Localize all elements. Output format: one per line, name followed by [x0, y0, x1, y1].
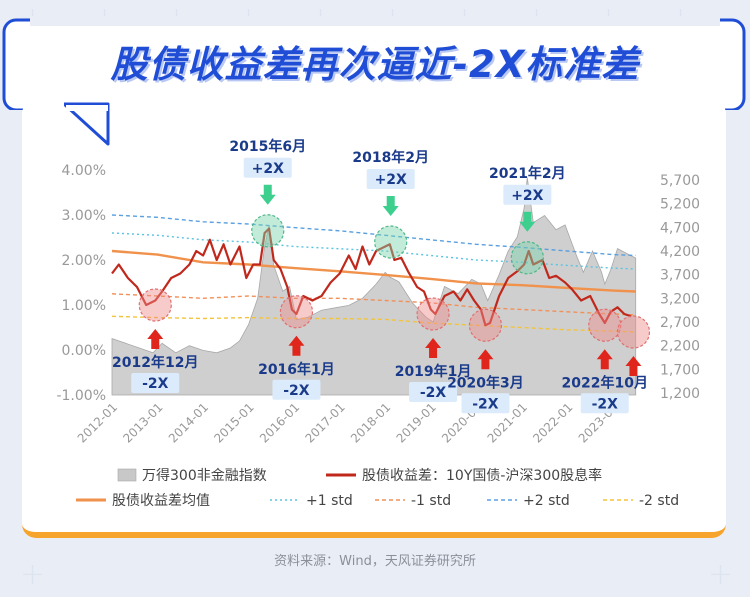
- annotation-tag-bg: [131, 373, 180, 393]
- annotation-date-label: 2016年1月: [258, 361, 335, 378]
- y-right-tick-label: 1,700: [660, 362, 700, 378]
- annotation-tag-label: +2X: [252, 161, 284, 177]
- arrow-up-icon: [288, 335, 305, 356]
- annotation-tag-label: -2X: [592, 396, 619, 412]
- x-tick-label: 2016-01: [257, 400, 302, 445]
- series-line-: [111, 249, 636, 293]
- legend-label: +1 std: [306, 493, 353, 509]
- source-note: 资料来源：Wind，天风证券研究所: [274, 554, 476, 569]
- annotation-tag-label: -2X: [420, 385, 447, 401]
- decor-plus-icon: +: [20, 557, 46, 592]
- x-tick-label: 2012-01: [75, 400, 120, 445]
- y-left-tick-label: 1.00%: [62, 298, 106, 314]
- y-right-tick-label: 5,700: [660, 173, 700, 189]
- annotation-tag-bg: [409, 382, 458, 402]
- arrow-down-icon: [259, 184, 276, 205]
- annotation-date-label: 2019年1月: [395, 363, 472, 380]
- annotation-date-label: 2020年3月: [447, 374, 524, 391]
- annotation-tag-bg: [366, 169, 415, 189]
- y-left-tick-label: -1.00%: [56, 388, 106, 404]
- y-left-tick-label: 4.00%: [62, 163, 106, 179]
- y-right-tick-label: 5,200: [660, 197, 700, 213]
- x-tick-label: 2019-01: [394, 400, 439, 445]
- legend-label: 万得300非金融指数: [142, 467, 267, 484]
- arrow-up-icon: [147, 329, 164, 349]
- y-left-tick-label: 2.00%: [62, 253, 106, 269]
- annotation-date-label: 2018年2月: [352, 149, 429, 166]
- annotation-tag-bg: [461, 393, 510, 414]
- annotation-tag-bg: [503, 184, 552, 205]
- annotation-tag-bg: [272, 379, 321, 400]
- x-tick-label: 2017-01: [302, 400, 347, 445]
- card-pointer: [64, 102, 110, 146]
- series-line-1-std: [111, 232, 636, 270]
- page-title: 股债收益差再次逼近-2X标准差: [110, 43, 640, 86]
- high-marker-circle: [510, 241, 544, 275]
- y-right-tick-label: 3,700: [660, 268, 700, 284]
- series-line-spread: [111, 227, 632, 327]
- annotation-date-label: 2015年6月: [229, 138, 306, 155]
- low-marker-circle: [616, 315, 651, 349]
- x-tick-label: 2015-01: [211, 400, 256, 445]
- arrow-down-icon: [382, 196, 399, 216]
- annotation-tag-label: +2X: [511, 188, 543, 204]
- legend-label: -1 std: [411, 493, 451, 509]
- x-tick-label: 2018-01: [348, 400, 393, 445]
- high-marker-circle: [251, 214, 285, 248]
- y-left-tick-label: 3.00%: [62, 208, 106, 224]
- series-line-2-std: [111, 214, 636, 257]
- low-marker-circle: [416, 297, 450, 331]
- low-marker-circle: [138, 288, 172, 322]
- arrow-up-icon: [625, 356, 642, 376]
- annotation-tag-label: +2X: [375, 172, 407, 188]
- title-banner: [2, 16, 746, 110]
- annotation-date-label: 2012年12月: [112, 354, 198, 371]
- y-left-tick-label: 0.00%: [62, 343, 106, 359]
- arrow-up-icon: [425, 338, 442, 358]
- y-right-tick-label: 2,700: [660, 315, 700, 331]
- annotation-tag-label: -2X: [283, 383, 310, 399]
- x-tick-label: 2022-01: [530, 400, 575, 445]
- annotation-date-label: 2021年2月: [489, 165, 566, 182]
- y-right-tick-label: 1,200: [660, 386, 700, 402]
- y-right-tick-label: 3,200: [660, 291, 700, 307]
- legend-swatch: [117, 468, 137, 482]
- annotation-tag-label: -2X: [472, 396, 499, 412]
- x-tick-label: 2014-01: [166, 400, 211, 445]
- series-line-1-std: [111, 293, 636, 316]
- low-marker-circle: [588, 308, 622, 342]
- low-marker-circle: [468, 308, 503, 342]
- decor-plus-icon: +: [708, 557, 734, 592]
- annotation-tag-label: -2X: [142, 376, 169, 392]
- series-line-2-std: [111, 315, 636, 333]
- legend-label: -2 std: [639, 493, 679, 509]
- legend-label: 股债收益差：10Y国债-沪深300股息率: [362, 467, 602, 484]
- arrow-up-icon: [596, 349, 613, 370]
- annotation-tag-bg: [243, 157, 292, 178]
- low-marker-circle: [279, 295, 314, 329]
- annotation-date-label: 2022年10月: [562, 374, 648, 391]
- x-tick-label: 2013-01: [120, 400, 165, 445]
- arrow-down-icon: [519, 211, 536, 232]
- legend-label: +2 std: [523, 493, 570, 509]
- annotation-tag-bg: [580, 393, 629, 414]
- high-marker-circle: [374, 225, 408, 259]
- arrow-up-icon: [477, 349, 494, 370]
- y-right-tick-label: 4,200: [660, 244, 700, 260]
- legend-label: 股债收益差均值: [112, 493, 210, 509]
- y-right-tick-label: 2,200: [660, 339, 700, 355]
- y-right-tick-label: 4,700: [660, 220, 700, 236]
